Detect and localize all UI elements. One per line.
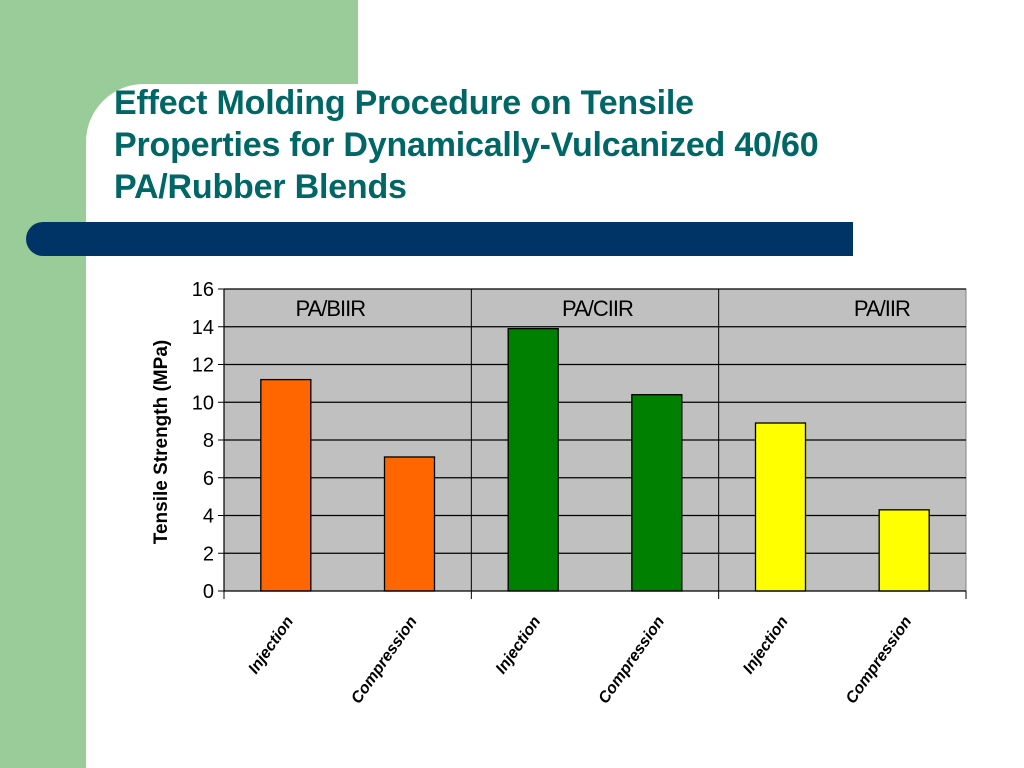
bar (754, 422, 807, 592)
y-tick-label: 16 (192, 279, 214, 301)
y-tick-label: 10 (192, 392, 214, 414)
x-category-label: Injection (740, 613, 792, 677)
group-label: PA/CIIR (562, 296, 633, 321)
slide-title-line-1: Effect Molding Procedure on Tensile (114, 84, 694, 122)
slide-title-line-3: PA/Rubber Blends (114, 168, 407, 206)
x-category-label: Injection (245, 613, 297, 677)
x-category-label: Compression (348, 613, 421, 707)
title-underline-bar (26, 222, 853, 256)
bar (631, 394, 683, 592)
y-tick-label: 14 (192, 317, 214, 339)
x-category-label: Compression (596, 613, 669, 707)
y-tick-label: 6 (203, 468, 214, 490)
y-tick-label: 2 (203, 543, 214, 565)
slide-title-line-2: Properties for Dynamically-Vulcanized 40… (114, 126, 819, 164)
bar (383, 456, 436, 592)
y-tick-label: 8 (203, 430, 214, 452)
tensile-strength-chart: 0 2 4 6 8 10 12 14 16 PA/BIIR PA/CIIR PA/IIR Inject… (151, 279, 967, 707)
slide-title: Effect Molding Procedure on Tensile Prop… (114, 82, 994, 208)
x-category-label: Injection (493, 613, 545, 677)
bar (507, 327, 559, 592)
bar (260, 378, 312, 592)
bar (878, 509, 930, 592)
slide-sidebar-lower-band (0, 222, 86, 768)
x-category-label: Compression (843, 613, 916, 707)
group-label: PA/IIR (854, 296, 910, 321)
y-axis-label: Tensile Strength (MPa) (151, 340, 172, 544)
y-tick-label: 0 (203, 581, 214, 603)
y-tick-label: 12 (192, 355, 214, 377)
y-tick-label: 4 (203, 506, 214, 528)
group-label: PA/BIIR (296, 296, 366, 321)
